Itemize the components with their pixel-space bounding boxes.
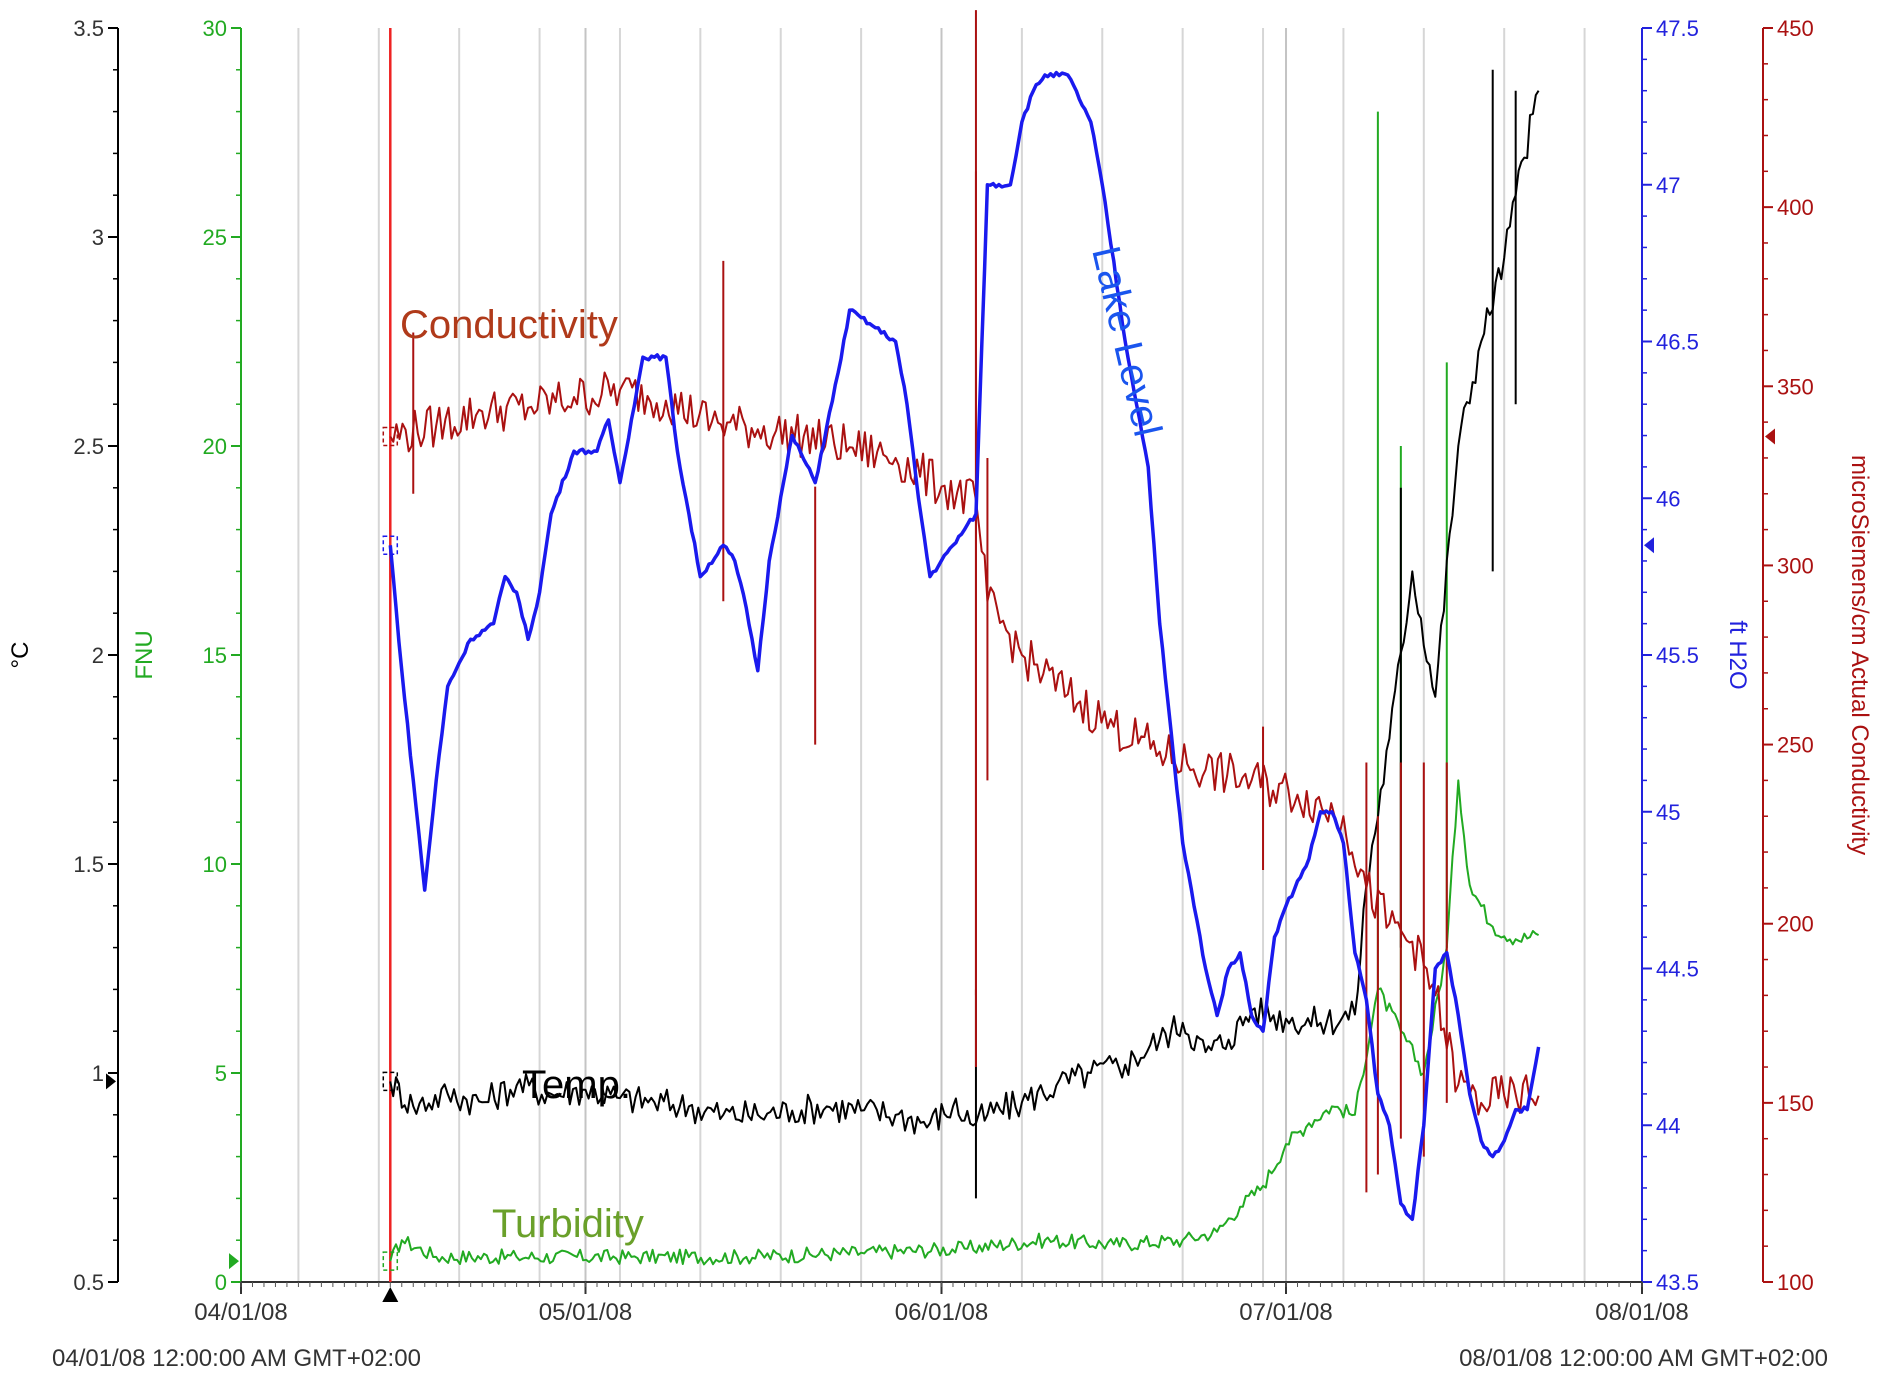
turbidity-tick-label: 5 (215, 1061, 227, 1086)
conductivity-annotation: Conductivity (400, 303, 618, 347)
temp-cursor-readout-marker (382, 1071, 399, 1092)
temp-series (382, 69, 1540, 1199)
level-tick-label: 44 (1656, 1113, 1680, 1138)
cursor-marker-handle-icon[interactable] (382, 1287, 399, 1302)
conductivity-axis-title: microSiemens/cm Actual Conductivity (1846, 455, 1873, 855)
lake-level-series (382, 70, 1541, 1222)
turbidity-tick-label: 10 (203, 852, 227, 877)
x-tick-label: 06/01/08 (895, 1299, 988, 1326)
level-tick-label: 44.5 (1656, 957, 1699, 982)
end-datetime-label: 08/01/08 12:00:00 AM GMT+02:00 (1459, 1345, 1828, 1372)
temp-tick-label: 1.5 (73, 852, 104, 877)
conductivity-tick-label: 350 (1777, 374, 1814, 399)
conductivity-tick-label: 100 (1777, 1270, 1814, 1295)
x-tick-label: 07/01/08 (1239, 1299, 1332, 1326)
temp-tick-label: 0.5 (73, 1270, 104, 1295)
level-value-pointer-icon (1644, 537, 1654, 554)
level-tick-label: 43.5 (1656, 1270, 1699, 1295)
level-tick-label: 45 (1656, 800, 1680, 825)
conductivity-tick-label: 400 (1777, 195, 1814, 220)
turbidity-tick-label: 20 (203, 434, 227, 459)
level-tick-label: 47 (1656, 173, 1680, 198)
conductivity-tick-label: 150 (1777, 1091, 1814, 1116)
level-axis-title: ft H2O (1724, 620, 1751, 689)
conductivity-series (382, 10, 1540, 1193)
temp-tick-label: 2.5 (73, 434, 104, 459)
conductivity-cursor-readout-marker (382, 426, 399, 447)
x-tick-label: 08/01/08 (1595, 1299, 1688, 1326)
start-datetime-label: 04/01/08 12:00:00 AM GMT+02:00 (52, 1345, 421, 1372)
conductivity-tick-label: 200 (1777, 912, 1814, 937)
turbidity-tick-label: 30 (203, 16, 227, 41)
turbidity-tick-label: 25 (203, 225, 227, 250)
level-tick-label: 47.5 (1656, 16, 1699, 41)
temp-annotation: Temp. (522, 1063, 631, 1107)
level-tick-label: 46 (1656, 486, 1680, 511)
x-tick-label: 05/01/08 (539, 1299, 632, 1326)
x-tick-label: 04/01/08 (194, 1299, 287, 1326)
turbidity-cursor-readout-marker (382, 1251, 399, 1271)
temp-tick-label: 3.5 (73, 16, 104, 41)
temp-axis-title: °C (7, 642, 34, 669)
conductivity-value-pointer-icon (1765, 428, 1775, 445)
turbidity-value-pointer-icon (229, 1253, 239, 1270)
temp-tick-label: 2 (92, 643, 104, 668)
temp-tick-label: 1 (92, 1061, 104, 1086)
conductivity-tick-label: 250 (1777, 733, 1814, 758)
temp-value-pointer-icon (106, 1073, 116, 1090)
conductivity-tick-label: 450 (1777, 16, 1814, 41)
lake-level-cursor-readout-marker (382, 535, 399, 556)
turbidity-tick-label: 15 (203, 643, 227, 668)
temp-line (389, 90, 1540, 1135)
turbidity-tick-label: 0 (215, 1270, 227, 1295)
turbidity-annotation: Turbidity (492, 1202, 644, 1246)
conductivity-tick-label: 300 (1777, 553, 1814, 578)
level-tick-label: 46.5 (1656, 330, 1699, 355)
level-tick-label: 45.5 (1656, 643, 1699, 668)
conductivity-line (389, 371, 1540, 1116)
lake-level-line (388, 70, 1541, 1222)
turbidity-line (389, 779, 1540, 1266)
lake-level-annotation: Lake Level (1083, 242, 1169, 440)
turbidity-axis-title: FNU (131, 630, 158, 679)
temp-tick-label: 3 (92, 225, 104, 250)
